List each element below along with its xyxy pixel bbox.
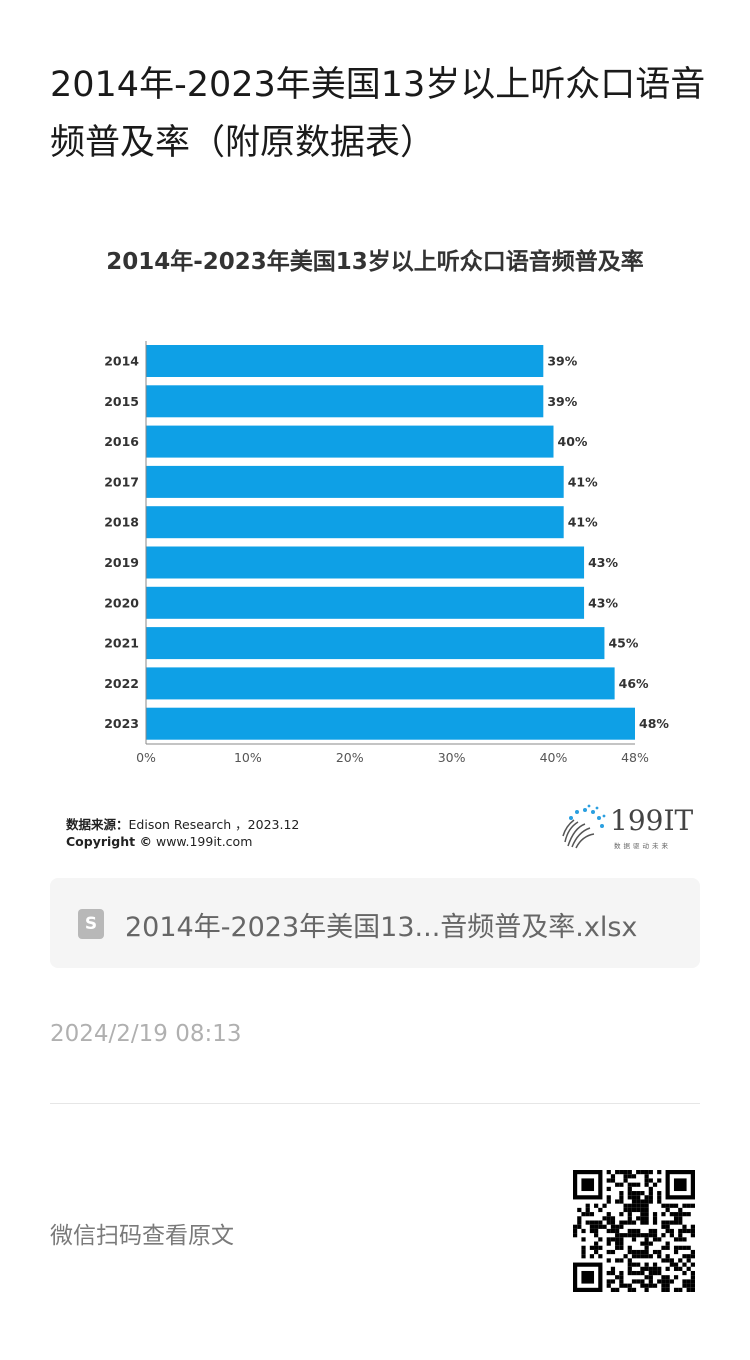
- spreadsheet-file-icon: S: [78, 909, 104, 939]
- bar-2015: [146, 385, 544, 418]
- y-tick-label: 2019: [104, 555, 139, 570]
- 199it-logo: 199IT 数据驱动未来: [560, 800, 695, 855]
- data-label: 46%: [619, 676, 649, 691]
- chart-copyright: Copyright © www.199it.com: [66, 834, 252, 849]
- x-tick-label: 10%: [234, 750, 262, 765]
- y-tick-label: 2017: [104, 474, 139, 489]
- y-tick-label: 2023: [104, 716, 139, 731]
- logo-subtext: 数据驱动未来: [614, 842, 671, 850]
- y-tick-label: 2018: [104, 515, 139, 530]
- data-label: 41%: [568, 515, 598, 530]
- bar-2022: [146, 667, 615, 700]
- page-title: 2014年-2023年美国13岁以上听众口语音频普及率（附原数据表）: [50, 65, 706, 163]
- bar-2014: [146, 345, 544, 377]
- data-label: 39%: [547, 354, 577, 369]
- bar-2019: [146, 546, 585, 579]
- bar-2021: [146, 627, 605, 660]
- qr-hint-text: 微信扫码查看原文: [50, 1223, 234, 1249]
- bar-2016: [146, 425, 554, 458]
- data-label: 48%: [639, 716, 669, 731]
- data-label: 40%: [558, 434, 588, 449]
- x-tick-label: 20%: [336, 750, 364, 765]
- divider: [50, 1103, 700, 1104]
- chart-source: 数据来源：Edison Research ，2023.12: [66, 814, 299, 833]
- logo-text: 199IT: [610, 804, 694, 837]
- chart-image: 2014 39% 2015 39% 2016 40% 2017 41% 2018 41% 2019 4…: [50, 220, 700, 870]
- attachment-card[interactable]: S 2014年-2023年美国13...音频普及率.xlsx: [50, 878, 700, 968]
- y-tick-label: 2015: [104, 394, 139, 409]
- logo-dandelion-icon: [562, 804, 606, 849]
- copyright-text: www.199it.com: [155, 834, 253, 849]
- y-tick-label: 2014: [104, 354, 139, 369]
- x-tick-label: 0%: [136, 750, 156, 765]
- bar-2020: [146, 586, 585, 619]
- data-label: 45%: [608, 636, 638, 651]
- x-tick-label: 48%: [621, 750, 649, 765]
- bar-2017: [146, 465, 564, 498]
- data-label: 43%: [588, 595, 618, 610]
- bar-chart: 2014 39% 2015 39% 2016 40% 2017 41% 2018 41% 2019 4…: [104, 341, 669, 765]
- x-tick-label: 30%: [438, 750, 466, 765]
- data-label: 39%: [547, 394, 577, 409]
- data-label: 43%: [588, 555, 618, 570]
- chart-title: 2014年-2023年美国13岁以上听众口语音频普及率: [106, 249, 644, 275]
- bar-2023: [146, 707, 635, 740]
- bar-2018: [146, 506, 564, 539]
- y-tick-label: 2022: [104, 676, 139, 691]
- attachment-file-name[interactable]: 2014年-2023年美国13...音频普及率.xlsx: [125, 912, 638, 943]
- source-text: Edison Research ，2023.12: [128, 817, 300, 832]
- x-tick-label: 40%: [540, 750, 568, 765]
- publish-timestamp: 2024/2/19 08:13: [50, 1021, 242, 1047]
- y-tick-label: 2021: [104, 636, 139, 651]
- copyright-label: Copyright ©: [66, 834, 152, 849]
- source-label: 数据来源：: [66, 817, 129, 832]
- y-tick-label: 2016: [104, 434, 139, 449]
- data-label: 41%: [568, 474, 598, 489]
- qr-code-icon[interactable]: [573, 1170, 695, 1292]
- y-tick-label: 2020: [104, 595, 139, 610]
